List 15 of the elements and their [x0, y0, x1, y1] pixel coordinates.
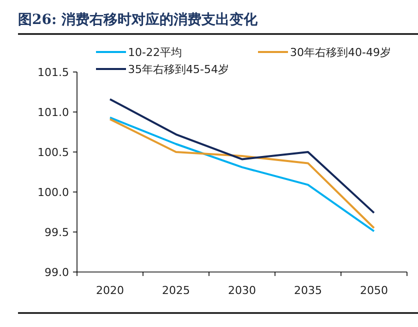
y-tick-label: 100.0: [38, 186, 69, 199]
x-tick-label: 2020: [96, 284, 124, 297]
y-tick-label: 101.5: [38, 66, 69, 79]
x-tick-label: 2025: [162, 284, 190, 297]
y-tick-label: 99.5: [44, 226, 69, 239]
y-tick-label: 101.0: [38, 106, 69, 119]
y-tick-label: 99.0: [44, 266, 69, 279]
chart-title: 图26: 消费右移时对应的消费支出变化: [18, 11, 259, 28]
legend-label: 30年右移到40-49岁: [290, 46, 391, 59]
x-tick-label: 2035: [294, 284, 322, 297]
x-tick-label: 2050: [360, 284, 388, 297]
y-tick-label: 100.5: [38, 146, 69, 159]
legend-label: 10-22平均: [128, 46, 182, 59]
x-tick-label: 2030: [228, 284, 256, 297]
legend-label: 35年右移到45-54岁: [128, 63, 229, 76]
